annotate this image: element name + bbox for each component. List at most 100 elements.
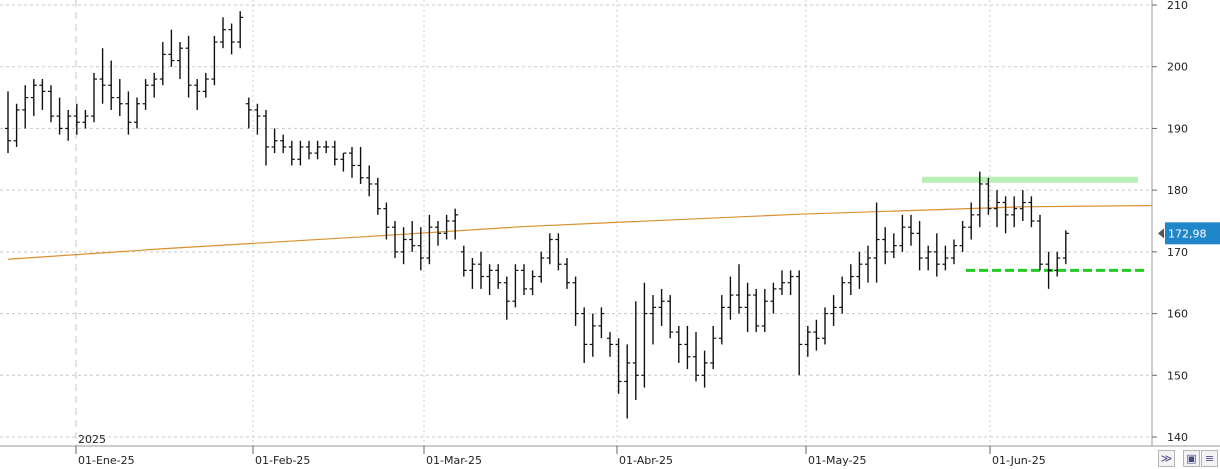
ohlc-bar (108, 60, 115, 110)
ohlc-bar (865, 245, 871, 283)
ohlc-bar (349, 146, 355, 178)
ohlc-bar (400, 227, 407, 265)
y-tick-label: 190 (1167, 122, 1188, 135)
ohlc-bar (607, 332, 613, 357)
ohlc-bar (985, 177, 992, 215)
ohlc-bar (202, 72, 209, 98)
ohlc-bar (667, 295, 674, 339)
ohlc-bar (366, 165, 373, 197)
ohlc-bar (220, 17, 226, 49)
ohlc-bar (546, 233, 553, 265)
ohlc-bar (194, 79, 201, 110)
ohlc-bar (5, 91, 11, 154)
ohlc-bar (142, 79, 149, 110)
ohlc-bar (572, 276, 579, 326)
ohlc-bar (942, 245, 949, 271)
ohlc-bar (839, 276, 846, 314)
ohlc-bar (331, 140, 338, 166)
ohlc-bar (538, 251, 545, 283)
ohlc-bar (779, 270, 785, 296)
ohlc-bar (744, 282, 751, 333)
ohlc-bar (822, 307, 828, 345)
ohlc-bar (91, 72, 97, 123)
ohlc-bar (951, 239, 957, 265)
ohlc-bar (890, 233, 897, 259)
ohlc-bar (658, 288, 665, 326)
ohlc-bar (134, 97, 140, 129)
ohlc-bar (323, 140, 330, 154)
ohlc-bar (237, 11, 244, 49)
ohlc-bar (168, 29, 175, 67)
ohlc-bar (495, 264, 502, 289)
ohlc-bar (1045, 251, 1052, 289)
ohlc-bar (753, 288, 760, 333)
ohlc-bar (503, 276, 510, 320)
ohlc-bar (73, 103, 80, 135)
ohlc-bar (615, 338, 622, 394)
save-chart-icon[interactable]: ▣ (1183, 450, 1200, 467)
moving-average-line (7, 204, 1220, 260)
ohlc-bar (787, 270, 794, 296)
ohlc-bar (641, 282, 648, 388)
chart-menu-button[interactable]: ≡ (1201, 450, 1218, 467)
last-price-badge (1165, 222, 1220, 245)
ohlc-bar (306, 140, 312, 160)
ohlc-bar (976, 171, 983, 228)
ohlc-bar (589, 313, 596, 357)
ohlc-bar (357, 146, 364, 184)
y-tick-label: 140 (1167, 431, 1188, 444)
ohlc-bar (460, 245, 467, 277)
ohlc-bar (959, 221, 966, 252)
ohlc-bar (1054, 251, 1061, 277)
ohlc-bar (443, 214, 450, 240)
ohlc-bar (899, 214, 906, 252)
ohlc-bar (185, 35, 192, 98)
ohlc-bar (30, 79, 37, 117)
ohlc-bar (521, 264, 527, 296)
ohlc-bar (478, 251, 484, 289)
ohlc-bar (435, 221, 441, 246)
ohlc-bar (151, 72, 158, 98)
ohlc-bar (916, 221, 923, 271)
ohlc-bar (529, 270, 536, 296)
ohlc-bar (297, 140, 304, 166)
x-tick-label: 01-Mar-25 (426, 454, 482, 467)
y-tick-label: 160 (1167, 308, 1188, 321)
ohlc-bar (770, 282, 777, 314)
ohlc-bar (116, 79, 123, 117)
ohlc-bar (994, 190, 1000, 228)
ohlc-bar (933, 233, 940, 277)
zoom-toggle-button[interactable]: ≫ (1158, 450, 1175, 467)
last-price-pointer (1158, 228, 1164, 239)
ohlc-bar (701, 350, 708, 388)
ohlc-bar (452, 208, 459, 240)
ohlc-bar (39, 79, 46, 110)
ohlc-bar (13, 103, 20, 147)
ohlc-bar (383, 202, 390, 240)
y-tick-label: 210 (1167, 0, 1188, 12)
year-label: 2025 (78, 433, 106, 446)
ohlc-bar (1002, 196, 1009, 234)
ohlc-bar (56, 97, 63, 135)
ohlc-bar (813, 319, 820, 351)
x-tick-label: 01-May-25 (808, 454, 866, 467)
ohlc-bar (856, 251, 863, 289)
y-tick-label: 150 (1167, 369, 1188, 382)
ohlc-bar (426, 214, 433, 265)
ohlc-bar (908, 214, 914, 246)
ohlc-bar (486, 264, 493, 296)
ohlc-bar (374, 177, 381, 215)
ohlc-bar (873, 202, 880, 283)
ohlc-bar (830, 295, 837, 326)
y-tick-label: 180 (1167, 184, 1188, 197)
ohlc-bar (159, 42, 166, 86)
ohlc-bar (245, 97, 252, 129)
ohlc-bar (417, 227, 424, 271)
x-tick-label: 01-Ene-25 (78, 454, 135, 467)
ohlc-bar (409, 221, 416, 252)
ohlc-bar (125, 91, 132, 135)
ohlc-bar (710, 325, 717, 370)
ohlc-bar (99, 48, 106, 104)
